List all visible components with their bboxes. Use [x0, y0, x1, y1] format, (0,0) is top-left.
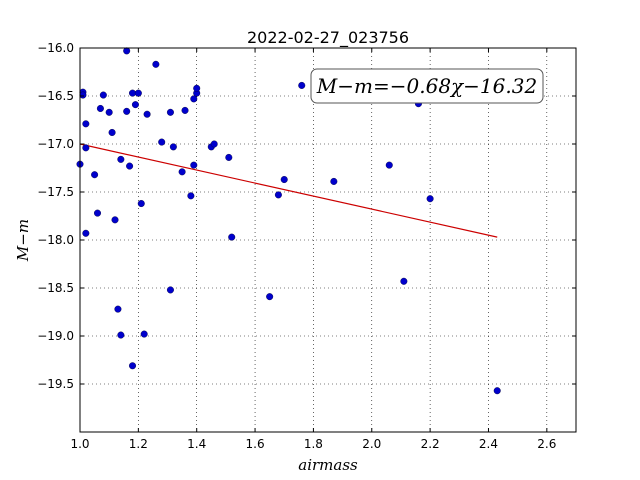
- data-point: [91, 171, 99, 179]
- data-point: [274, 191, 282, 199]
- data-point: [82, 144, 90, 152]
- y-tick-label: −16.5: [37, 89, 74, 103]
- data-point: [280, 176, 288, 184]
- data-point: [166, 286, 174, 294]
- data-point: [228, 233, 236, 241]
- data-point: [158, 138, 166, 146]
- data-point: [117, 155, 125, 163]
- data-point: [114, 305, 122, 313]
- data-point: [129, 89, 137, 97]
- data-point: [108, 128, 116, 136]
- y-tick-label: −18.5: [37, 281, 74, 295]
- x-axis-label: airmass: [298, 456, 358, 474]
- data-point: [94, 209, 102, 217]
- data-point: [123, 47, 131, 55]
- data-point: [166, 108, 174, 116]
- data-point: [187, 192, 195, 200]
- y-tick-label: −19.0: [37, 329, 74, 343]
- data-point: [400, 277, 408, 285]
- data-point: [493, 387, 501, 395]
- y-tick-label: −16.0: [37, 41, 74, 55]
- y-tick-label: −18.0: [37, 233, 74, 247]
- data-point: [190, 161, 198, 169]
- data-point: [330, 177, 338, 185]
- data-point: [105, 108, 113, 116]
- data-point: [190, 95, 198, 103]
- x-tick-label: 1.8: [304, 437, 323, 451]
- chart-title: 2022-02-27_023756: [247, 28, 409, 48]
- data-point: [111, 216, 119, 224]
- data-point: [225, 153, 233, 161]
- x-tick-label: 1.4: [187, 437, 206, 451]
- data-point: [96, 104, 104, 112]
- x-tick-label: 2.0: [362, 437, 381, 451]
- x-tick-label: 1.6: [246, 437, 265, 451]
- y-tick-label: −17.0: [37, 137, 74, 151]
- data-point: [385, 161, 393, 169]
- data-points: [76, 47, 501, 395]
- y-tick-label: −19.5: [37, 377, 74, 391]
- data-point: [129, 362, 137, 370]
- data-point: [82, 229, 90, 237]
- data-point: [82, 120, 90, 128]
- data-point: [178, 168, 186, 176]
- grid-lines: [79, 47, 576, 432]
- annotation-box: [310, 68, 544, 104]
- x-tick-label: 1.2: [129, 437, 148, 451]
- data-point: [137, 200, 145, 208]
- data-point: [266, 293, 274, 301]
- y-axis-label: M−m: [14, 219, 32, 262]
- x-tick-label: 2.2: [421, 437, 440, 451]
- data-point: [134, 89, 142, 97]
- data-point: [169, 143, 177, 151]
- data-point: [117, 331, 125, 339]
- data-point: [152, 60, 160, 68]
- x-tick-label: 1.0: [70, 437, 89, 451]
- fit-line: [79, 143, 498, 238]
- y-tick-label: −17.5: [37, 185, 74, 199]
- axis-ticks: 1.0 1.2 1.4 1.6 1.8 2.0 2.2 2.4 2.6 −16.0 −16.5 −17…: [37, 41, 576, 451]
- data-point: [181, 106, 189, 114]
- data-point: [123, 107, 131, 115]
- data-point: [210, 140, 218, 148]
- data-point: [131, 101, 139, 109]
- x-tick-label: 2.6: [537, 437, 556, 451]
- data-point: [140, 330, 148, 338]
- data-point: [79, 91, 87, 99]
- data-point: [426, 195, 434, 203]
- data-point: [126, 162, 134, 170]
- fit-line-layer: [79, 143, 498, 238]
- data-point: [143, 110, 151, 118]
- data-point: [99, 91, 107, 99]
- data-point: [193, 84, 201, 92]
- fit-equation: M−m=−0.68χ−16.32: [316, 74, 537, 98]
- data-point: [298, 81, 306, 89]
- x-tick-label: 2.4: [479, 437, 498, 451]
